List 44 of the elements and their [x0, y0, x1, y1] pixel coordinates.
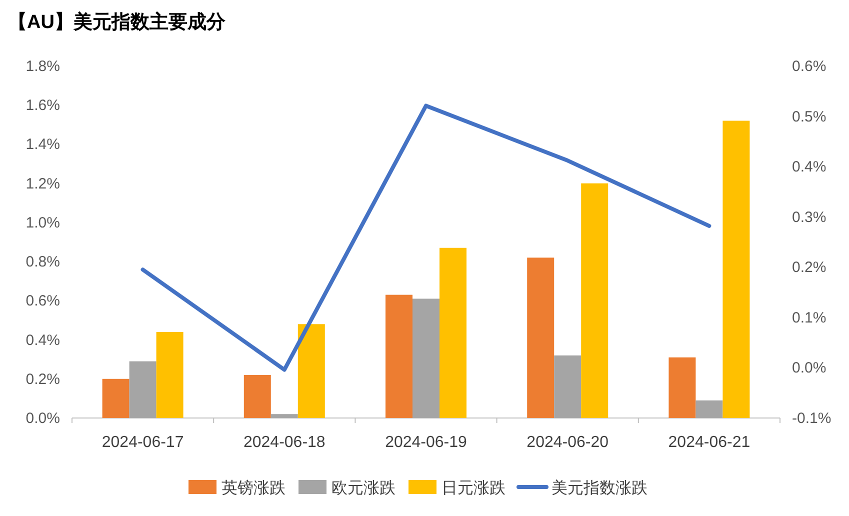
x-tick-label: 2024-06-17	[102, 434, 184, 451]
y-tick-label: 0.0%	[26, 410, 60, 427]
y-tick-label: 0.2%	[26, 370, 60, 388]
bar	[722, 120, 750, 418]
y2-tick-label: -0.1%	[792, 410, 832, 427]
y2-tick-label: 0.0%	[792, 360, 826, 377]
bar	[554, 355, 582, 418]
bar	[298, 324, 325, 418]
y2-tick-label: 0.4%	[792, 158, 826, 176]
y-tick-label: 1.8%	[26, 58, 60, 75]
legend-label: 欧元涨跌	[332, 479, 396, 497]
bar	[412, 298, 440, 418]
legend-label: 美元指数涨跌	[552, 479, 648, 497]
y2-tick-label: 0.2%	[792, 259, 826, 276]
x-tick-label: 2024-06-20	[526, 434, 609, 451]
x-tick-label: 2024-06-18	[243, 434, 326, 451]
x-tick-label: 2024-06-19	[385, 434, 468, 451]
bar	[244, 374, 271, 418]
bar	[696, 400, 723, 418]
legend-label: 英镑涨跌	[222, 479, 286, 497]
y2-tick-label: 0.6%	[792, 58, 826, 75]
bar	[668, 357, 696, 418]
bar	[581, 183, 608, 418]
y-tick-label: 1.0%	[26, 214, 60, 232]
chart-title: 【AU】美元指数主要成分	[8, 11, 226, 33]
line-series	[140, 104, 712, 372]
y2-tick-label: 0.5%	[792, 108, 826, 126]
bar	[129, 361, 156, 418]
y-tick-label: 1.2%	[26, 175, 60, 192]
y-tick-label: 0.4%	[26, 332, 60, 349]
bar	[270, 414, 298, 418]
x-tick-label: 2024-06-21	[668, 434, 750, 451]
bar	[386, 294, 412, 418]
y2-tick-label: 0.1%	[792, 309, 826, 326]
y-tick-label: 1.6%	[26, 97, 60, 114]
legend-label: 日元涨跌	[442, 479, 506, 497]
y-tick-label: 1.4%	[26, 136, 60, 154]
bar	[156, 332, 184, 418]
bar	[527, 258, 554, 418]
bar	[440, 248, 466, 418]
y2-tick-label: 0.3%	[792, 208, 826, 226]
bar	[102, 378, 130, 418]
y-tick-label: 0.8%	[26, 254, 60, 271]
y-tick-label: 0.6%	[26, 292, 60, 310]
